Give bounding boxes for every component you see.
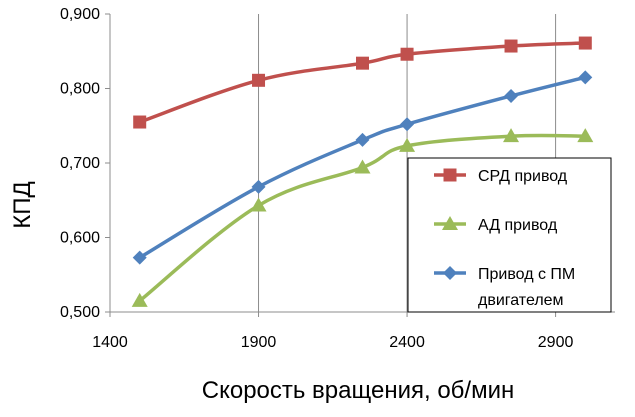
- legend-entry: Привод с ПМ двигателем: [434, 266, 575, 309]
- data-point-square: [578, 36, 592, 50]
- x-axis-title: Скорость вращения, об/мин: [202, 377, 515, 404]
- data-point-triangle: [250, 197, 267, 212]
- series-3: [132, 70, 593, 265]
- x-tick-label: 2900: [538, 334, 574, 351]
- data-point-diamond: [355, 132, 370, 147]
- data-point-triangle: [577, 128, 594, 143]
- legend-label: Привод с ПМ: [478, 266, 575, 283]
- legend-marker-triangle: [442, 216, 458, 230]
- data-point-diamond: [504, 88, 519, 103]
- data-point-triangle: [131, 292, 148, 307]
- y-tick-label: 0,500: [60, 304, 100, 321]
- legend-label: двигателем: [478, 292, 564, 309]
- legend-label: СРД привод: [478, 168, 568, 185]
- data-point-square: [400, 47, 414, 61]
- x-tick-label: 1900: [241, 334, 277, 351]
- data-point-triangle: [503, 128, 520, 143]
- data-point-square: [356, 56, 369, 70]
- y-tick-label: 0,800: [60, 81, 100, 98]
- series-layer: [131, 36, 594, 307]
- series-1: [133, 36, 592, 129]
- series-line: [139, 41, 586, 124]
- series-2: [131, 128, 594, 307]
- legend-label: АД привод: [478, 217, 558, 234]
- legend-marker-diamond: [443, 266, 457, 280]
- legend-entry: АД привод: [434, 216, 558, 234]
- data-point-square: [504, 39, 518, 53]
- tick-labels: 0,500 0,600 0,700 0,800 0,900 1400 1900 2400 290…: [60, 6, 574, 351]
- x-tick-label: 1400: [92, 334, 128, 351]
- data-point-diamond: [400, 117, 415, 132]
- y-tick-label: 0,900: [60, 6, 100, 23]
- y-tick-label: 0,600: [60, 230, 100, 247]
- legend-box: [407, 157, 612, 313]
- legend-entry: СРД привод: [434, 168, 568, 185]
- data-point-square: [252, 73, 266, 87]
- data-point-diamond: [251, 179, 266, 194]
- data-point-triangle: [399, 137, 416, 152]
- legend-marker-square: [443, 168, 457, 182]
- data-point-diamond: [578, 70, 593, 85]
- legend: СРД привод АД привод Привод с ПМ двигателем: [407, 157, 612, 313]
- data-point-square: [133, 115, 147, 129]
- y-tick-label: 0,700: [60, 155, 100, 172]
- y-axis-title: КПД: [9, 181, 36, 228]
- x-tick-label: 2400: [389, 334, 425, 351]
- data-point-triangle: [354, 159, 371, 174]
- data-point-diamond: [132, 250, 147, 265]
